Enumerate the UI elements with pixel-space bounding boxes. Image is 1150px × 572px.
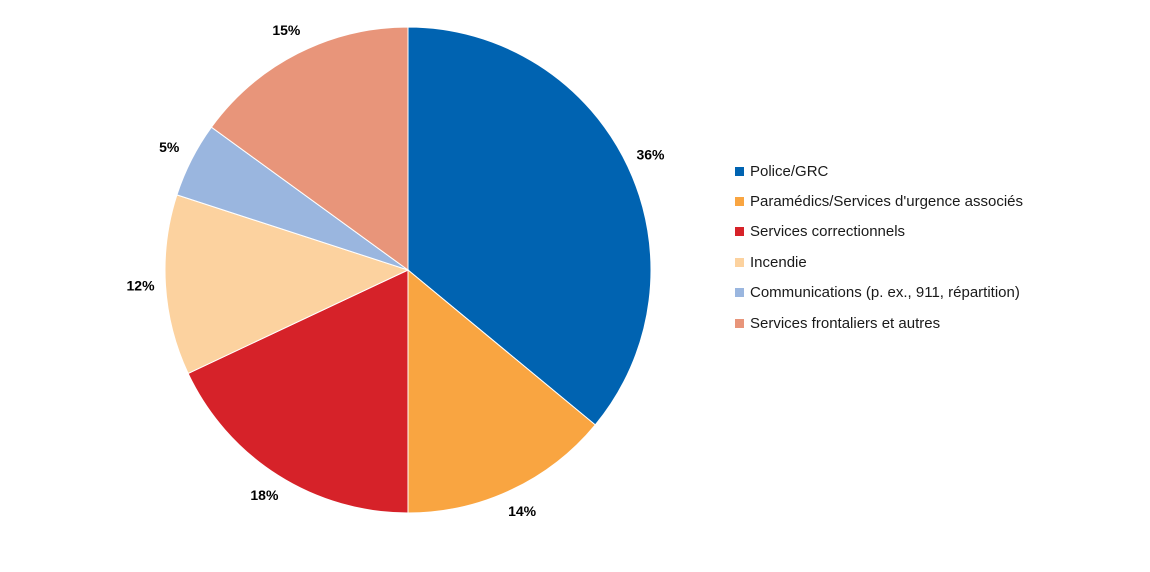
legend-swatch bbox=[735, 288, 744, 298]
legend-item-services-frontaliers-et-autres: Services frontaliers et autres bbox=[735, 308, 1023, 338]
pie-slice-police-grc bbox=[407, 26, 652, 426]
pie-label-paramedics-services-d-urgence-associes: 14% bbox=[508, 503, 537, 519]
pie-percent-labels: 36% 14% 18% 12% 5% 15% bbox=[127, 22, 666, 519]
legend-label: Incendie bbox=[750, 253, 807, 271]
pie-label-incendie: 12% bbox=[127, 278, 156, 294]
legend: Police/GRC Paramédics/Services d'urgence … bbox=[735, 156, 1023, 338]
legend-label: Services frontaliers et autres bbox=[750, 314, 941, 332]
legend-swatch bbox=[735, 166, 744, 176]
pie-label-police-grc: 36% bbox=[636, 147, 665, 163]
legend-item-police-grc: Police/GRC bbox=[735, 156, 1023, 186]
pie-label-services-correctionnels: 18% bbox=[250, 487, 279, 503]
pie-slice-incendie bbox=[164, 194, 410, 375]
legend-swatch bbox=[735, 257, 744, 267]
legend-label: Communications (p. ex., 911, répartition… bbox=[750, 284, 1020, 302]
legend-swatch bbox=[735, 197, 744, 207]
legend-swatch bbox=[735, 318, 744, 328]
legend-item-communications-p-ex-911-repartition: Communications (p. ex., 911, répartition… bbox=[735, 278, 1023, 308]
legend-label: Services correctionnels bbox=[750, 223, 906, 241]
legend-label: Police/GRC bbox=[750, 162, 829, 180]
legend-item-services-correctionnels: Services correctionnels bbox=[735, 217, 1023, 247]
pie-slice-services-frontaliers-et-autres bbox=[210, 26, 409, 271]
legend-swatch bbox=[735, 227, 744, 237]
pie-label-communications-p-ex-911-repartition: 5% bbox=[159, 139, 180, 155]
legend-item-paramedics-services-d-urgence-associes: Paramédics/Services d'urgence associés bbox=[735, 186, 1023, 216]
pie-label-services-frontaliers-et-autres: 15% bbox=[272, 22, 301, 38]
pie-slices bbox=[164, 26, 652, 514]
legend-item-incendie: Incendie bbox=[735, 247, 1023, 277]
pie-slice-paramedics-services-d-urgence-associes bbox=[407, 268, 596, 514]
pie-slice-services-correctionnels bbox=[187, 269, 409, 514]
legend-label: Paramédics/Services d'urgence associés bbox=[750, 193, 1023, 211]
